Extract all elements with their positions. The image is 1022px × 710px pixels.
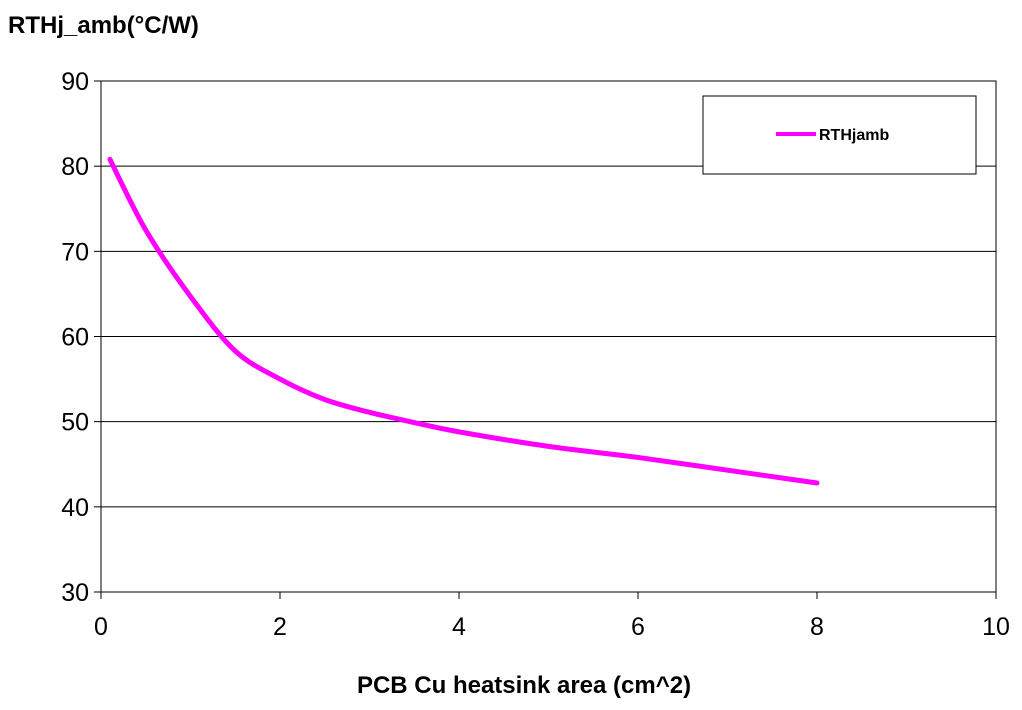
x-tick-label: 4 bbox=[452, 613, 466, 641]
x-axis-label: PCB Cu heatsink area (cm^2) bbox=[356, 672, 692, 699]
x-tick-label: 6 bbox=[631, 613, 645, 641]
x-axis-ticks: 0 2 4 6 8 10 bbox=[94, 592, 1010, 641]
y-axis-label: RTHj_amb(°C/W) bbox=[8, 12, 199, 39]
y-tick-label: 80 bbox=[61, 153, 89, 181]
legend-label: RTHjamb bbox=[819, 127, 889, 144]
x-tick-label: 8 bbox=[810, 613, 824, 641]
y-tick-label: 30 bbox=[61, 579, 89, 607]
x-tick-label: 10 bbox=[982, 613, 1010, 641]
series-line bbox=[107, 156, 820, 486]
y-tick-label: 60 bbox=[61, 324, 89, 352]
legend-box bbox=[702, 95, 977, 175]
y-axis-ticks: 30 40 50 60 70 80 90 bbox=[61, 68, 101, 607]
x-tick-label: 0 bbox=[94, 613, 108, 641]
y-tick-label: 70 bbox=[61, 238, 89, 266]
y-tick-label: 40 bbox=[61, 494, 89, 522]
x-tick-label: 2 bbox=[273, 613, 287, 641]
series-layer bbox=[107, 156, 820, 486]
y-tick-label: 50 bbox=[61, 409, 89, 437]
y-tick-label: 90 bbox=[61, 68, 89, 96]
grid-lines bbox=[101, 165, 996, 508]
legend: RTHjamb bbox=[702, 95, 977, 175]
